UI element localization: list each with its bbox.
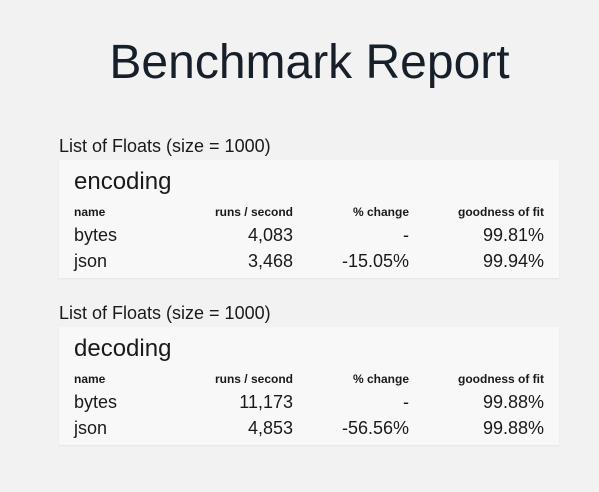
- cell-fit: 99.94%: [482, 251, 544, 271]
- cell-fit: 99.81%: [482, 225, 544, 245]
- cell-fit: 99.88%: [482, 392, 544, 412]
- benchmark-section-encoding: List of Floats (size = 1000) encoding na…: [59, 135, 559, 278]
- cell-fit: 99.88%: [482, 418, 544, 438]
- section-label: List of Floats (size = 1000): [59, 303, 271, 323]
- cell-runs: 3,468: [247, 251, 293, 271]
- results-card: encoding name runs / second % change goo…: [59, 160, 559, 278]
- cell-runs: 4,083: [247, 225, 293, 245]
- column-header-change: % change: [352, 205, 409, 219]
- benchmark-section-decoding: List of Floats (size = 1000) decoding na…: [59, 302, 559, 445]
- cell-change: -: [403, 392, 409, 412]
- column-header-name: name: [74, 205, 106, 219]
- cell-runs: 11,173: [239, 392, 293, 412]
- cell-name: bytes: [74, 392, 118, 412]
- card-title: decoding: [74, 335, 172, 362]
- column-header-runs: runs / second: [214, 372, 293, 386]
- page-title: Benchmark Report: [109, 36, 510, 89]
- cell-change: -: [403, 225, 409, 245]
- column-header-fit: goodness of fit: [458, 372, 544, 386]
- results-card: decoding name runs / second % change goo…: [59, 327, 559, 445]
- cell-name: json: [74, 418, 108, 438]
- column-header-name: name: [74, 372, 106, 386]
- cell-change: -15.05%: [341, 251, 409, 271]
- cell-runs: 4,853: [247, 418, 293, 438]
- card-title: encoding: [74, 168, 172, 195]
- cell-name: bytes: [74, 225, 118, 245]
- cell-name: json: [74, 251, 108, 271]
- column-header-runs: runs / second: [214, 205, 293, 219]
- cell-change: -56.56%: [341, 418, 409, 438]
- column-header-fit: goodness of fit: [458, 205, 544, 219]
- section-label: List of Floats (size = 1000): [59, 136, 271, 156]
- column-header-change: % change: [352, 372, 409, 386]
